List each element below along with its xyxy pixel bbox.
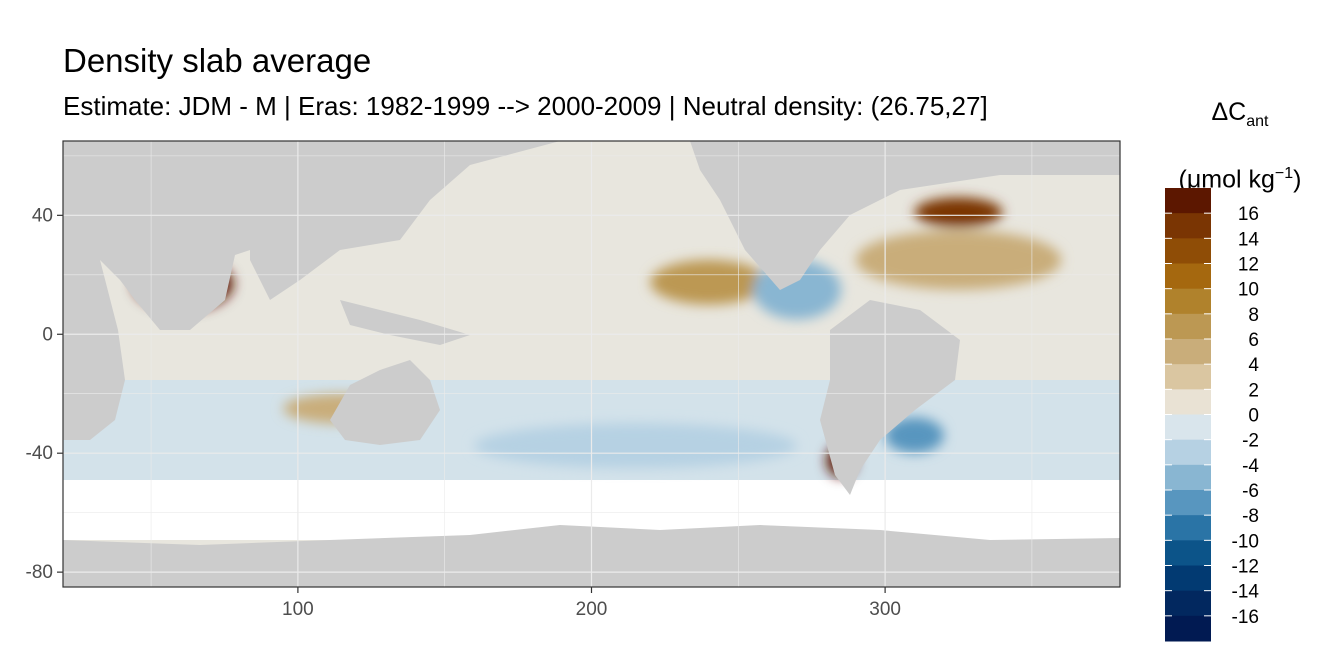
legend-swatch	[1165, 238, 1211, 264]
y-tick-label: -40	[26, 443, 53, 464]
legend-label: 2	[1248, 380, 1259, 401]
legend-label: 4	[1248, 355, 1259, 376]
legend-swatch	[1165, 263, 1211, 290]
legend-swatch	[1165, 439, 1211, 466]
legend-label: -14	[1232, 582, 1260, 603]
legend-swatch	[1165, 490, 1211, 516]
y-tick-label: -80	[26, 562, 53, 583]
legend-label: 16	[1238, 204, 1259, 225]
x-tick-label: 200	[576, 599, 608, 620]
legend-swatch	[1165, 414, 1211, 441]
eurasia-landmass	[250, 141, 560, 300]
region-brazil-malvinas	[885, 417, 944, 454]
legend-swatch	[1165, 615, 1211, 642]
legend-label: 8	[1248, 305, 1259, 326]
legend-label: -16	[1232, 607, 1259, 628]
grid-lines	[63, 141, 1120, 587]
legend-label: -4	[1242, 456, 1259, 477]
south-america-landmass	[820, 300, 960, 495]
x-tick-label: 300	[869, 599, 901, 620]
region-south-pacific-band	[474, 423, 798, 469]
legend-colorbar: 16 14 12 10 8 6 4 2 0 -2 -4 -6 -8 -10 -12 -14 -16	[1165, 188, 1259, 642]
legend-swatch	[1165, 565, 1211, 592]
region-north-atlantic-current	[914, 197, 1003, 228]
legend-label: 12	[1238, 255, 1259, 276]
legend-swatch	[1165, 364, 1211, 390]
x-axis: 100 200 300	[282, 587, 901, 620]
legend-label: -8	[1242, 506, 1259, 527]
legend-swatch	[1165, 288, 1211, 315]
legend-swatch	[1165, 188, 1211, 214]
legend-swatch	[1165, 540, 1211, 566]
legend-swatch	[1165, 590, 1211, 617]
region-central-north-pacific	[650, 259, 768, 305]
legend-title: ΔCant (μmol kg−1)	[1178, 98, 1302, 194]
y-tick-label: 40	[32, 205, 53, 226]
legend-label: -2	[1242, 431, 1259, 452]
legend-swatch	[1165, 389, 1211, 415]
legend-label: 0	[1248, 406, 1259, 427]
legend-label: -12	[1232, 557, 1259, 578]
y-axis: 40 0 -40 -80	[26, 205, 63, 583]
x-tick-label: 100	[282, 599, 314, 620]
legend-label: 10	[1238, 280, 1259, 301]
y-tick-label: 0	[42, 324, 53, 345]
legend-swatch	[1165, 313, 1211, 340]
legend-swatch	[1165, 213, 1211, 239]
legend-label: -10	[1232, 531, 1259, 552]
legend-label: -6	[1242, 481, 1259, 502]
north-america-landmass	[690, 141, 1120, 290]
australia-landmass	[330, 360, 440, 445]
chart-title: Density slab average	[63, 42, 372, 79]
legend-swatch	[1165, 515, 1211, 541]
chart-subtitle: Estimate: JDM - M | Eras: 1982-1999 --> …	[63, 91, 988, 121]
legend-swatch	[1165, 339, 1211, 365]
region-north-atlantic-gyre	[855, 230, 1062, 290]
legend-label: 6	[1248, 330, 1259, 351]
map-panel	[63, 141, 1120, 587]
legend-swatch	[1165, 464, 1211, 491]
legend-label: 14	[1238, 229, 1260, 250]
